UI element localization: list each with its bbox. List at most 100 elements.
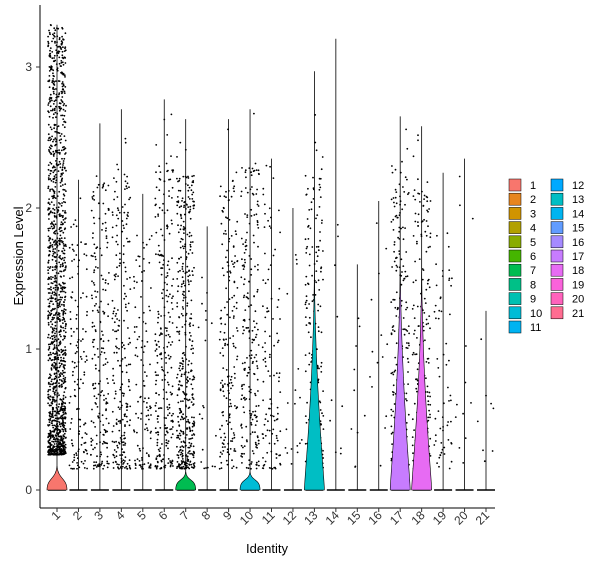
data-point (48, 86, 51, 89)
data-point (107, 303, 110, 306)
data-point (159, 407, 162, 409)
data-point (58, 446, 60, 449)
data-point (117, 217, 120, 220)
data-point (70, 422, 72, 424)
data-point (407, 192, 410, 194)
x-tick-label: 13 (301, 508, 321, 528)
data-point (190, 362, 193, 365)
data-point (126, 409, 128, 411)
data-point (54, 356, 57, 359)
data-point (111, 430, 114, 433)
data-point (411, 418, 414, 421)
data-point (58, 38, 61, 41)
data-point (127, 327, 129, 329)
data-point (406, 178, 408, 181)
data-point (426, 209, 428, 212)
data-point (392, 329, 394, 331)
data-point (156, 354, 159, 357)
data-point (192, 274, 194, 276)
data-point (390, 333, 393, 336)
data-point (71, 360, 74, 363)
data-point (243, 265, 246, 268)
data-point (390, 425, 393, 428)
data-point (317, 309, 319, 312)
data-point (160, 315, 163, 317)
legend-key-8 (508, 278, 522, 291)
data-point (278, 376, 280, 379)
data-point (169, 316, 172, 318)
data-point (57, 206, 60, 209)
data-point (168, 195, 171, 198)
data-point (318, 183, 321, 186)
data-point (183, 201, 186, 204)
data-point (395, 202, 398, 205)
data-point (407, 325, 410, 327)
data-point (58, 403, 61, 405)
data-point (71, 276, 74, 279)
data-point (86, 359, 88, 361)
data-point (188, 438, 191, 440)
data-point (255, 213, 258, 216)
data-point (310, 361, 312, 363)
data-point (80, 340, 82, 342)
data-point (245, 248, 247, 251)
data-point (105, 237, 108, 240)
data-point (406, 147, 409, 150)
data-point (392, 229, 395, 231)
data-point (50, 415, 53, 418)
data-point (94, 426, 96, 428)
data-point (436, 462, 438, 464)
data-point (58, 439, 60, 441)
data-point (443, 453, 446, 455)
data-point (192, 456, 195, 459)
data-point (179, 446, 182, 448)
data-point (48, 198, 50, 201)
data-point (73, 453, 76, 456)
data-point (53, 194, 55, 197)
data-point (268, 467, 271, 469)
data-point (75, 317, 78, 320)
data-point (62, 338, 64, 341)
data-point (59, 181, 62, 184)
data-point (193, 464, 196, 467)
data-point (264, 434, 267, 437)
data-point (247, 371, 250, 374)
data-point (54, 382, 57, 385)
data-point (317, 279, 320, 282)
data-point (146, 341, 149, 343)
data-point (392, 197, 395, 199)
data-point (354, 466, 356, 468)
data-point (51, 269, 54, 272)
data-point (112, 367, 114, 370)
data-point (54, 321, 57, 324)
data-point (52, 78, 54, 80)
data-point (53, 329, 55, 332)
data-point (186, 304, 189, 307)
data-point (100, 347, 103, 349)
data-point (191, 437, 194, 439)
data-point (192, 200, 195, 203)
data-point (133, 326, 136, 328)
data-point (49, 383, 52, 386)
data-point (427, 246, 430, 249)
data-point (58, 261, 61, 264)
data-point (191, 429, 194, 432)
data-point (222, 354, 225, 357)
data-point (93, 243, 96, 246)
data-point (59, 234, 62, 237)
data-point (187, 279, 190, 281)
data-point (156, 418, 159, 420)
data-point (121, 418, 124, 421)
data-point (94, 258, 97, 261)
data-point (62, 375, 65, 377)
data-point (162, 202, 165, 205)
data-point (94, 266, 97, 268)
data-point (58, 237, 61, 240)
x-tick-label: 2 (70, 508, 85, 523)
data-point (133, 331, 136, 333)
data-point (73, 250, 75, 252)
data-point (250, 208, 253, 211)
data-point (62, 252, 65, 255)
data-point (191, 387, 194, 390)
data-point (179, 449, 181, 452)
